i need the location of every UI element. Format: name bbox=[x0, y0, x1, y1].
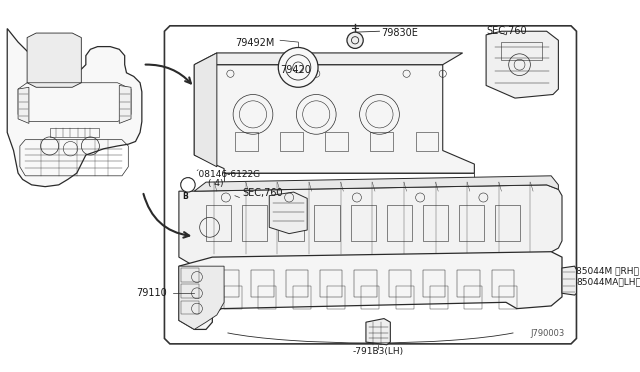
Bar bbox=[325, 132, 348, 151]
Bar bbox=[292, 286, 311, 309]
Bar bbox=[235, 132, 257, 151]
Polygon shape bbox=[195, 176, 558, 191]
Bar bbox=[242, 205, 268, 241]
Bar bbox=[396, 286, 414, 309]
Bar bbox=[280, 132, 303, 151]
Text: 79420: 79420 bbox=[280, 65, 311, 75]
Bar bbox=[206, 205, 231, 241]
Bar bbox=[499, 286, 517, 309]
Polygon shape bbox=[179, 266, 224, 330]
Text: ´08146-6122G: ´08146-6122G bbox=[195, 170, 260, 179]
Polygon shape bbox=[27, 33, 81, 87]
Bar bbox=[354, 270, 377, 297]
Polygon shape bbox=[7, 29, 142, 187]
Text: SEC,760: SEC,760 bbox=[242, 189, 283, 198]
Polygon shape bbox=[486, 31, 558, 98]
Bar bbox=[423, 270, 445, 297]
Bar bbox=[371, 132, 393, 151]
Bar bbox=[217, 270, 239, 297]
Polygon shape bbox=[119, 86, 131, 124]
Bar bbox=[259, 286, 276, 309]
Bar bbox=[180, 268, 199, 282]
Polygon shape bbox=[179, 252, 562, 330]
Bar bbox=[180, 284, 199, 298]
Polygon shape bbox=[195, 53, 463, 65]
Bar bbox=[320, 270, 342, 297]
Bar bbox=[251, 270, 274, 297]
Circle shape bbox=[278, 48, 318, 87]
Polygon shape bbox=[179, 185, 562, 266]
Bar bbox=[492, 270, 514, 297]
Polygon shape bbox=[195, 65, 474, 173]
Bar bbox=[502, 42, 542, 60]
Bar bbox=[224, 286, 242, 309]
Text: B: B bbox=[182, 192, 188, 201]
Polygon shape bbox=[562, 266, 577, 295]
Polygon shape bbox=[269, 192, 307, 234]
Bar bbox=[362, 286, 380, 309]
Bar bbox=[430, 286, 448, 309]
Bar bbox=[351, 205, 376, 241]
Bar bbox=[387, 205, 412, 241]
Bar bbox=[327, 286, 345, 309]
Polygon shape bbox=[18, 87, 29, 124]
Text: 79492M: 79492M bbox=[235, 38, 275, 48]
Circle shape bbox=[180, 177, 195, 192]
Text: -791B3(LH): -791B3(LH) bbox=[352, 347, 403, 356]
Bar bbox=[415, 132, 438, 151]
Bar bbox=[285, 270, 308, 297]
Bar bbox=[50, 128, 99, 137]
Bar bbox=[191, 200, 228, 217]
Bar bbox=[459, 205, 484, 241]
Polygon shape bbox=[195, 53, 217, 167]
Bar bbox=[278, 205, 303, 241]
Bar bbox=[465, 286, 483, 309]
Text: J790003: J790003 bbox=[531, 330, 564, 339]
Bar bbox=[495, 205, 520, 241]
Circle shape bbox=[347, 32, 364, 48]
Text: 85044MA〈LH〉: 85044MA〈LH〉 bbox=[577, 277, 640, 286]
Text: 79830E: 79830E bbox=[381, 28, 418, 38]
Polygon shape bbox=[180, 191, 244, 259]
Text: 79110: 79110 bbox=[136, 288, 167, 298]
Text: SEC,760: SEC,760 bbox=[486, 26, 527, 36]
Bar bbox=[457, 270, 480, 297]
Bar bbox=[423, 205, 448, 241]
Bar bbox=[314, 205, 340, 241]
Bar bbox=[180, 301, 199, 314]
Text: ( 4): ( 4) bbox=[208, 179, 223, 189]
Polygon shape bbox=[366, 318, 390, 345]
Bar bbox=[388, 270, 411, 297]
Text: 85044M 〈RH〉: 85044M 〈RH〉 bbox=[577, 266, 639, 275]
